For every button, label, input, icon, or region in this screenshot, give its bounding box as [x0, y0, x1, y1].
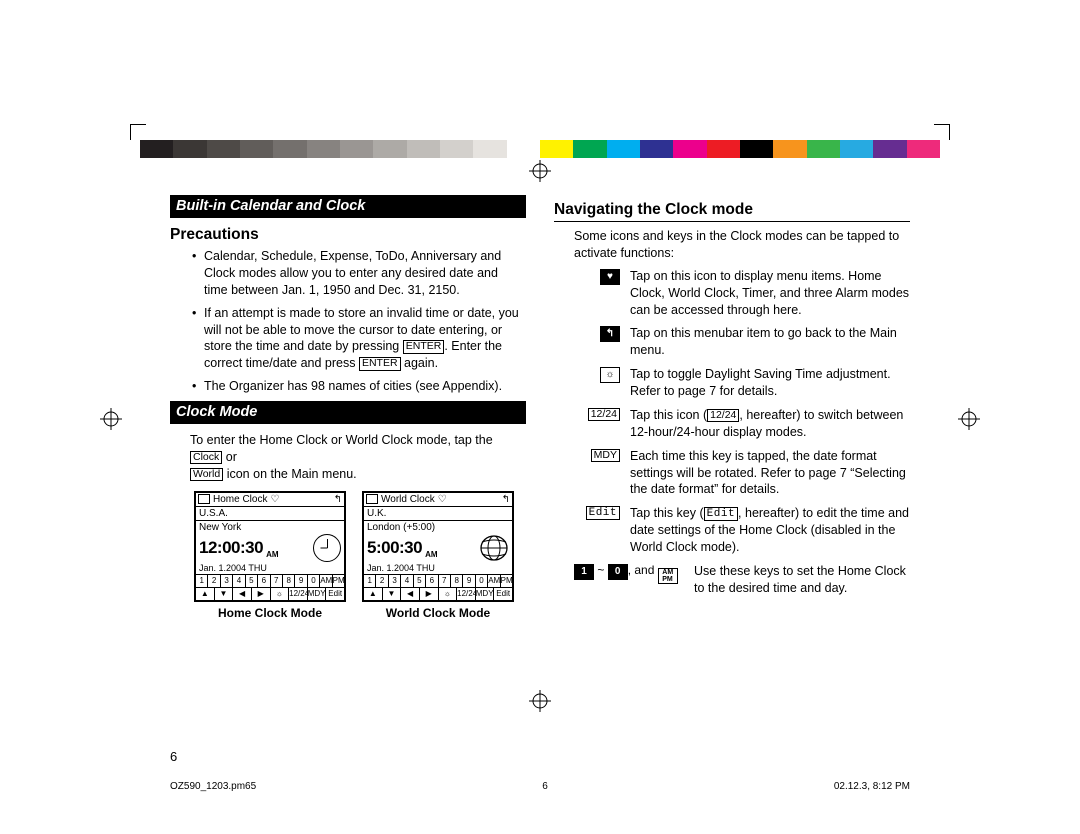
def-icon-0: ♥ — [574, 268, 620, 319]
def-row-0: ♥ Tap on this icon to display menu items.… — [574, 268, 910, 319]
key-MDY: MDY — [591, 449, 620, 463]
crop-mark-tr — [934, 124, 950, 140]
lcd-world-title: World Clock — [381, 494, 435, 505]
clockmode-intro-a: To enter the Home Clock or World Clock m… — [190, 433, 493, 447]
back-arrow-icon: ↰ — [502, 494, 510, 505]
left-column: Built-in Calendar and Clock Precautions … — [170, 195, 526, 626]
ampm-icon: AMPM — [658, 568, 678, 584]
key-12/24: 12/24 — [588, 408, 620, 422]
precautions-list: Calendar, Schedule, Expense, ToDo, Anniv… — [190, 248, 524, 395]
lcd-home-date: Jan. 1.2004 THU — [196, 563, 344, 574]
def-text-0: Tap on this icon to display menu items. … — [630, 268, 910, 319]
dst-icon: ☼ — [600, 367, 620, 383]
footer-page: 6 — [542, 781, 548, 792]
registration-mark-right — [958, 408, 980, 430]
def-text-4: Each time this key is tapped, the date f… — [630, 448, 910, 499]
lcd-world-country: U.K. — [364, 507, 512, 521]
lcd-world-btmrow: ▲▼◀▶☼12/24MDYEdit — [364, 587, 512, 600]
lcd-home-country: U.S.A. — [196, 507, 344, 521]
num-1-icon: 1 — [574, 564, 594, 580]
registration-mark-top — [529, 160, 551, 182]
heading-navigating: Navigating the Clock mode — [554, 201, 910, 222]
globe-icon — [479, 534, 509, 562]
lcd-home-clock: Home Clock ♡ ↰ U.S.A. New York 12:00:30 … — [194, 491, 346, 620]
analog-clock-icon — [313, 534, 341, 562]
registration-mark-left — [100, 408, 122, 430]
enter-key-icon-2: ENTER — [359, 357, 401, 371]
def-row-4: MDY Each time this key is tapped, the dat… — [574, 448, 910, 499]
def-text-6: Use these keys to set the Home Clock to … — [694, 563, 910, 597]
def-text-1: Tap on this menubar item to go back to t… — [630, 325, 910, 359]
lcd-world-clock: World Clock ♡ ↰ U.K. London (+5:00) 5:00… — [362, 491, 514, 620]
banner-calendar-clock: Built-in Calendar and Clock — [170, 195, 526, 218]
page-number: 6 — [170, 749, 177, 764]
banner-clock-mode: Clock Mode — [170, 401, 526, 424]
heading-precautions: Precautions — [170, 226, 526, 244]
def-icon-6: 1 ~ 0, and AMPM — [574, 563, 684, 597]
lcd-home-caption: Home Clock Mode — [194, 606, 346, 620]
page-content: Built-in Calendar and Clock Precautions … — [170, 195, 910, 626]
clockmode-intro-c: icon on the Main menu. — [223, 467, 356, 481]
footer: OZ590_1203.pm65 6 02.12.3, 8:12 PM — [170, 781, 910, 792]
clockmode-intro: To enter the Home Clock or World Clock m… — [190, 432, 524, 483]
inline-key-12/24: 12/24 — [707, 409, 739, 423]
inline-key-Edit: Edit — [704, 507, 738, 521]
heart-icon: ♡ — [438, 494, 447, 505]
def-row-1: ↰ Tap on this menubar item to go back to … — [574, 325, 910, 359]
def-text-2: Tap to toggle Daylight Saving Time adjus… — [630, 366, 910, 400]
back-arrow-icon: ↰ — [334, 494, 342, 505]
heart-icon: ♥ — [600, 269, 620, 285]
footer-timestamp: 02.12.3, 8:12 PM — [834, 781, 910, 792]
precaution-item-2: If an attempt is made to store an invali… — [190, 305, 524, 373]
def-icon-1: ↰ — [574, 325, 620, 359]
def-row-2: ☼ Tap to toggle Daylight Saving Time adju… — [574, 366, 910, 400]
precaution-item-1: Calendar, Schedule, Expense, ToDo, Anniv… — [190, 248, 524, 299]
lcd-home-time: 12:00:30 — [199, 538, 263, 558]
def-icon-5: Edit — [574, 505, 620, 556]
clockmode-intro-b: or — [222, 450, 237, 464]
footer-filename: OZ590_1203.pm65 — [170, 781, 256, 792]
precaution-2-text-c: again. — [401, 356, 439, 370]
globe-small-icon — [366, 494, 378, 504]
lcd-world-date: Jan. 1.2004 THU — [364, 563, 512, 574]
clock-key-icon: Clock — [190, 451, 222, 465]
def-text-3: Tap this icon (12/24, hereafter) to swit… — [630, 407, 910, 441]
def-row-3: 12/24Tap this icon (12/24, hereafter) to… — [574, 407, 910, 441]
calibration-color-strip — [140, 140, 940, 158]
enter-key-icon: ENTER — [403, 340, 445, 354]
lcd-world-city: London (+5:00) — [364, 521, 512, 534]
back-arrow-icon: ↰ — [600, 326, 620, 342]
key-Edit: Edit — [586, 506, 620, 520]
lcd-home-ampm: AM — [266, 550, 278, 559]
lcd-world-caption: World Clock Mode — [362, 606, 514, 620]
right-column: Navigating the Clock mode Some icons and… — [554, 195, 910, 626]
home-icon — [198, 494, 210, 504]
def-icon-4: MDY — [574, 448, 620, 499]
lcd-world-ampm: AM — [425, 550, 437, 559]
lcd-home-title: Home Clock — [213, 494, 267, 505]
num-0-icon: 0 — [608, 564, 628, 580]
crop-mark-tl — [130, 124, 146, 140]
heart-icon: ♡ — [270, 494, 279, 505]
lcd-home-btmrow: ▲▼◀▶☼12/24MDYEdit — [196, 587, 344, 600]
def-icon-2: ☼ — [574, 366, 620, 400]
lcd-home-numrow: 1234567890AMPM — [196, 574, 344, 587]
def-row-5: EditTap this key (Edit, hereafter) to ed… — [574, 505, 910, 556]
lcd-world-numrow: 1234567890AMPM — [364, 574, 512, 587]
def-icon-3: 12/24 — [574, 407, 620, 441]
registration-mark-bottom — [529, 690, 551, 712]
world-key-icon: World — [190, 468, 223, 482]
lcd-world-time: 5:00:30 — [367, 538, 422, 558]
navigating-intro: Some icons and keys in the Clock modes c… — [574, 228, 908, 262]
lcd-home-city: New York — [196, 521, 344, 534]
def-row-6: 1 ~ 0, and AMPM Use these keys to set the… — [574, 563, 910, 597]
precaution-item-3: The Organizer has 98 names of cities (se… — [190, 378, 524, 395]
def-text-5: Tap this key (Edit, hereafter) to edit t… — [630, 505, 910, 556]
icon-definitions: ♥ Tap on this icon to display menu items.… — [574, 268, 910, 597]
lcd-screenshots-row: Home Clock ♡ ↰ U.S.A. New York 12:00:30 … — [194, 491, 526, 620]
